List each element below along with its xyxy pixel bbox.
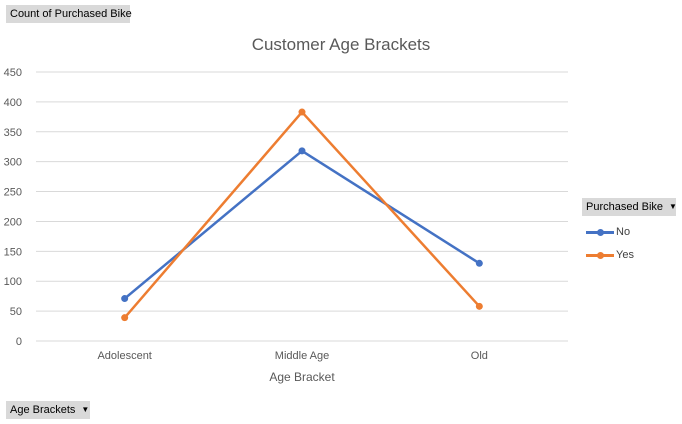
y-tick-label: 150 <box>4 246 22 258</box>
legend-item-yes: Yes <box>586 243 634 266</box>
data-point-no <box>475 259 483 267</box>
series-line-no <box>123 149 481 300</box>
data-point-yes <box>475 302 483 310</box>
data-point-yes <box>121 314 129 322</box>
purchased-bike-field-button[interactable]: Purchased Bike ▼ <box>582 198 677 216</box>
legend-swatch-no <box>586 226 614 238</box>
legend-swatch-yes <box>586 249 614 261</box>
x-axis-title: Age Bracket <box>269 370 335 384</box>
series-line-yes <box>123 110 481 319</box>
y-tick-label: 300 <box>4 157 22 169</box>
x-tick-label: Adolescent <box>97 350 151 362</box>
legend-label-no: No <box>616 225 631 238</box>
y-tick-label: 100 <box>4 276 22 288</box>
y-tick-label: 450 <box>4 67 22 79</box>
chevron-down-icon: ▼ <box>81 405 90 414</box>
data-point-yes <box>298 108 306 116</box>
y-tick-label: 350 <box>4 127 22 139</box>
legend-label-yes: Yes <box>616 248 634 261</box>
chart-title: Customer Age Brackets <box>251 35 431 54</box>
chart-legend: No Yes <box>586 220 634 266</box>
y-tick-label: 400 <box>4 97 22 109</box>
data-point-no <box>298 147 306 155</box>
y-tick-label: 200 <box>4 216 22 228</box>
data-point-no <box>121 295 129 303</box>
chevron-down-icon: ▼ <box>669 202 677 211</box>
x-tick-label: Middle Age <box>275 350 329 362</box>
y-tick-label: 250 <box>4 187 22 199</box>
y-tick-label: 50 <box>10 306 22 318</box>
x-tick-label: Old <box>471 350 488 362</box>
count-field-label: Count of Purchased Bike <box>10 8 132 20</box>
legend-field-label: Purchased Bike <box>586 201 664 213</box>
legend-item-no: No <box>586 220 634 243</box>
y-tick-label: 0 <box>16 336 22 348</box>
age-field-label: Age Brackets <box>10 404 76 416</box>
age-brackets-field-button[interactable]: Age Brackets ▼ <box>6 401 90 419</box>
count-of-purchased-bike-field-button[interactable]: Count of Purchased Bike <box>6 5 132 23</box>
